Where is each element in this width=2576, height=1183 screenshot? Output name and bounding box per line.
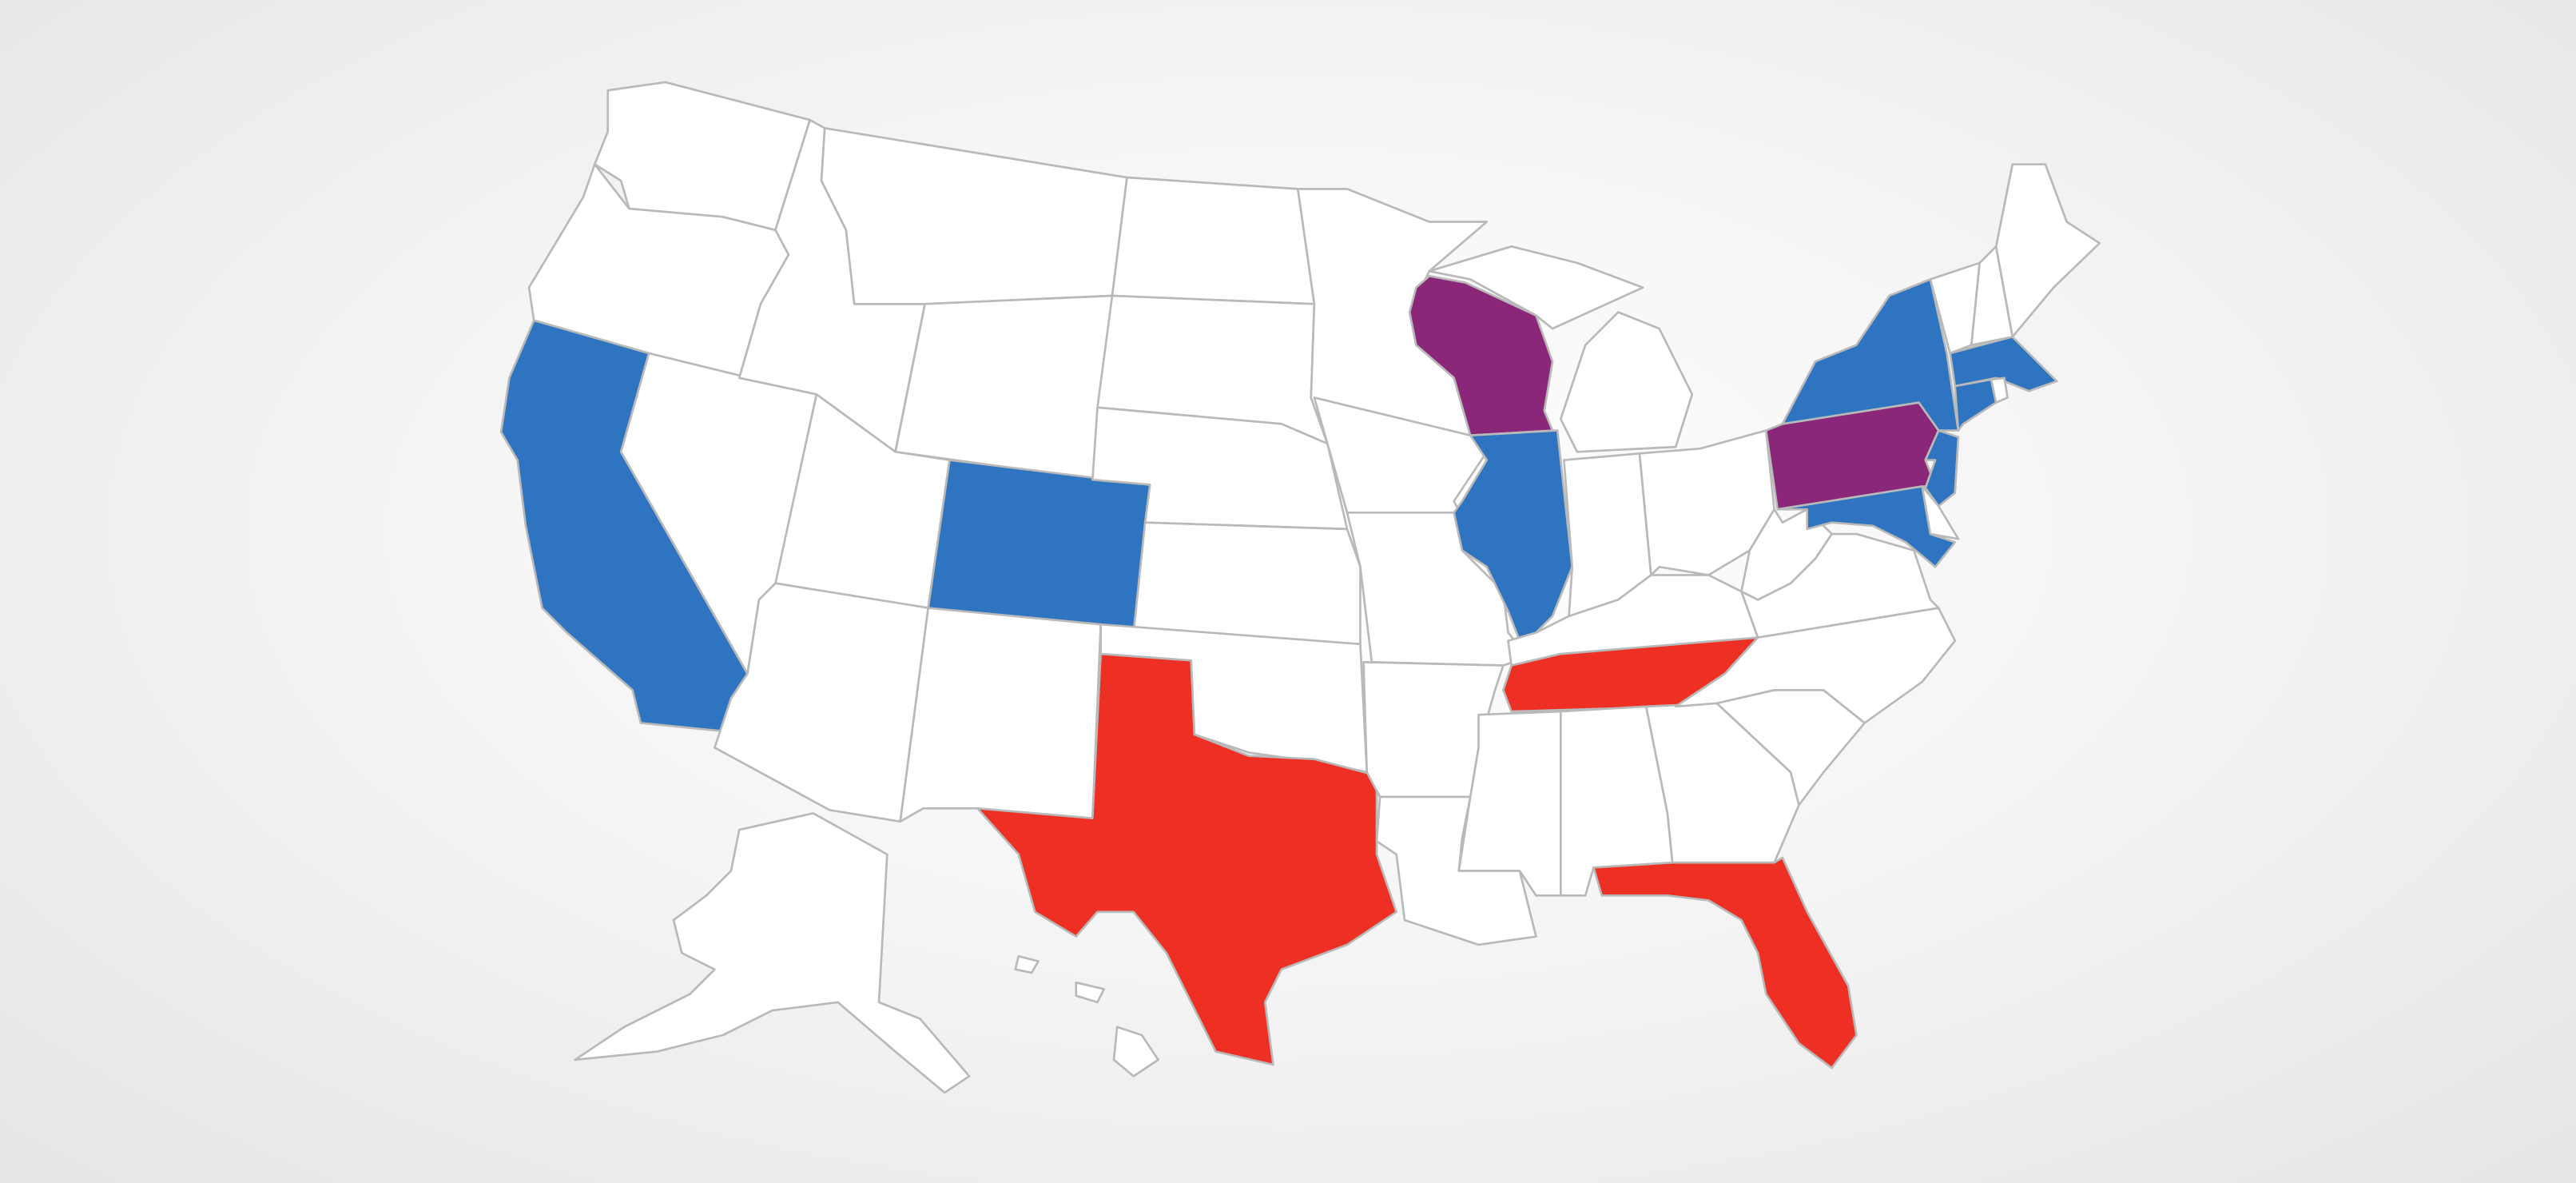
state-wisconsin[interactable]	[1408, 274, 1554, 437]
state-new-mexico[interactable]	[899, 607, 1102, 823]
state-new-york[interactable]	[1781, 278, 1960, 432]
state-michigan[interactable]	[1559, 311, 1694, 453]
state-michigan-upper[interactable]	[1428, 245, 1644, 330]
state-hawaii-maui[interactable]	[1075, 981, 1106, 1004]
state-west-virginia[interactable]	[1740, 508, 1833, 601]
state-north-carolina[interactable]	[1674, 607, 1957, 724]
state-hawaii-big-island[interactable]	[1112, 1026, 1159, 1077]
state-rhode-island[interactable]	[1990, 376, 2009, 404]
state-hawaii-oahu[interactable]	[1014, 954, 1040, 974]
state-louisiana[interactable]	[1375, 795, 1537, 946]
state-north-dakota[interactable]	[1111, 176, 1316, 305]
state-kansas[interactable]	[1132, 521, 1362, 646]
state-maryland[interactable]	[1776, 485, 1957, 568]
state-alaska[interactable]	[574, 812, 971, 1094]
state-texas[interactable]	[976, 652, 1398, 1066]
state-florida[interactable]	[1592, 856, 1858, 1069]
state-connecticut[interactable]	[1954, 378, 1998, 432]
state-colorado[interactable]	[927, 459, 1151, 634]
state-wyoming[interactable]	[894, 294, 1114, 481]
state-montana[interactable]	[820, 126, 1128, 305]
state-maine[interactable]	[1994, 163, 2101, 338]
state-delaware[interactable]	[1921, 485, 1960, 540]
